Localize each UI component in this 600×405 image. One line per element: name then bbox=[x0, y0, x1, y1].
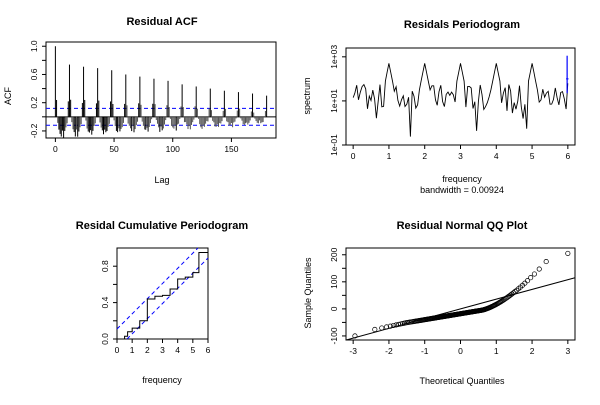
cpgram-title: Residal Cumulative Periodogram bbox=[76, 220, 249, 232]
qq-point bbox=[536, 266, 542, 272]
cpgram-xtick-label: 1 bbox=[130, 345, 135, 355]
periodogram-ylabel: spectrum bbox=[302, 77, 312, 114]
cpgram-band-upper bbox=[116, 247, 199, 330]
cpgram-xlabel: frequency bbox=[142, 375, 182, 385]
periodogram-panel: Residals Periodogram frequency bandwidth… bbox=[302, 19, 576, 195]
acf-ytick-label: -0.2 bbox=[29, 123, 39, 138]
qq-ytick-label: 100 bbox=[329, 274, 339, 288]
cpgram-step-line bbox=[117, 248, 209, 340]
acf-panel: Residual ACF Lag ACF 0 50 100 150 -0.2 0.2 0.6… bbox=[3, 16, 277, 185]
periodogram-plot-box bbox=[345, 47, 576, 146]
qq-reference-line bbox=[346, 277, 576, 341]
acf-ytick-label: 0.6 bbox=[29, 68, 39, 80]
qq-point bbox=[379, 325, 385, 331]
periodogram-bandwidth: bandwidth = 0.00924 bbox=[420, 185, 504, 195]
periodogram-xtick-label: 4 bbox=[494, 151, 499, 161]
periodogram-xtick-label: 6 bbox=[565, 151, 570, 161]
qq-xtick-label: 3 bbox=[565, 346, 570, 356]
qq-point bbox=[352, 333, 358, 339]
periodogram-ytick-label: 1e-01 bbox=[329, 134, 339, 156]
acf-xtick-label: 150 bbox=[224, 144, 238, 154]
cpgram-xtick-label: 3 bbox=[160, 345, 165, 355]
qq-point bbox=[390, 322, 397, 329]
cpgram-plot-box bbox=[116, 247, 209, 340]
qq-ytick-label: -100 bbox=[329, 327, 339, 344]
acf-title: Residual ACF bbox=[126, 16, 197, 28]
cpgram-ytick-label: 0.0 bbox=[100, 333, 110, 345]
periodogram-ytick-label: 1e+01 bbox=[329, 89, 339, 113]
qq-xtick-label: -3 bbox=[349, 346, 357, 356]
cpgram-xtick-label: 2 bbox=[145, 345, 150, 355]
qq-xtick-label: 2 bbox=[530, 346, 535, 356]
periodogram-xtick-label: 3 bbox=[458, 151, 463, 161]
cpgram-xtick-label: 5 bbox=[190, 345, 195, 355]
qq-title: Residual Normal QQ Plot bbox=[397, 220, 528, 232]
acf-plot-box bbox=[45, 41, 277, 139]
qq-point bbox=[528, 275, 534, 281]
periodogram-series-line bbox=[352, 63, 569, 137]
periodogram-ytick-label: 1e+03 bbox=[329, 45, 339, 69]
qq-point bbox=[531, 271, 537, 277]
qq-point bbox=[387, 323, 393, 329]
qq-ytick-label: 0 bbox=[329, 306, 339, 311]
cpgram-xtick-label: 0 bbox=[115, 345, 120, 355]
periodogram-title: Residals Periodogram bbox=[404, 19, 520, 31]
periodogram-xtick-label: 2 bbox=[422, 151, 427, 161]
qq-xlabel: Theoretical Quantiles bbox=[419, 376, 505, 386]
cpgram-panel: Residal Cumulative Periodogram frequency… bbox=[76, 220, 249, 385]
acf-ytick-label: 1.0 bbox=[29, 40, 39, 52]
acf-xlabel: Lag bbox=[154, 175, 169, 185]
periodogram-xtick-label: 5 bbox=[530, 151, 535, 161]
qq-point bbox=[398, 321, 404, 327]
acf-ylabel: ACF bbox=[3, 86, 13, 105]
qq-point bbox=[543, 259, 549, 265]
acf-xtick-label: 0 bbox=[53, 144, 58, 154]
qq-point bbox=[384, 324, 390, 330]
qq-ylabel: Sample Quantiles bbox=[303, 257, 313, 329]
acf-ytick-label: 0.2 bbox=[29, 97, 39, 109]
qq-point bbox=[524, 278, 531, 284]
qq-point bbox=[512, 289, 518, 295]
qq-ytick-label: 200 bbox=[329, 247, 339, 261]
qq-point bbox=[372, 326, 378, 333]
periodogram-xtick-label: 0 bbox=[351, 151, 356, 161]
qq-xtick-label: 1 bbox=[494, 346, 499, 356]
acf-xtick-label: 50 bbox=[109, 144, 119, 154]
cpgram-ytick-label: 0.4 bbox=[100, 296, 110, 308]
qq-xtick-label: -1 bbox=[421, 346, 429, 356]
cpgram-ytick-label: 0.8 bbox=[100, 260, 110, 272]
qq-point bbox=[510, 290, 517, 296]
acf-xtick-label: 100 bbox=[166, 144, 180, 154]
qq-panel: Residual Normal QQ Plot Theoretical Quan… bbox=[303, 220, 576, 386]
qq-xtick-label: -2 bbox=[385, 346, 393, 356]
cpgram-xtick-label: 6 bbox=[206, 345, 211, 355]
cpgram-xtick-label: 4 bbox=[175, 345, 180, 355]
periodogram-xtick-label: 1 bbox=[387, 151, 392, 161]
periodogram-xlabel: frequency bbox=[442, 174, 482, 184]
cpgram-band-lower bbox=[126, 257, 209, 340]
qq-point bbox=[565, 250, 571, 256]
qq-xtick-label: 0 bbox=[458, 346, 463, 356]
